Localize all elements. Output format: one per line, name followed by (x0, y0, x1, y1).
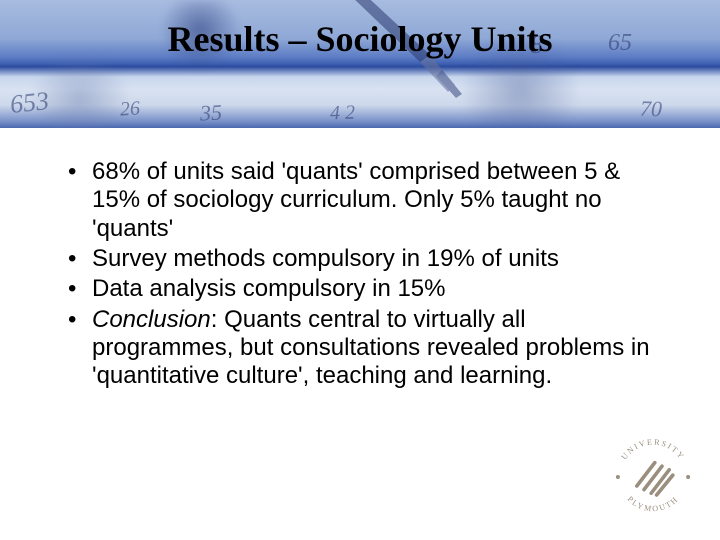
bullet-item: Conclusion: Quants central to virtually … (62, 306, 662, 391)
bullet-text: Survey methods compulsory in 19% of unit… (92, 245, 559, 272)
bullet-text: 68% of units said 'quants' comprised bet… (92, 158, 620, 242)
bullet-item: Data analysis compulsory in 15% (62, 275, 662, 303)
university-logo: UNIVERSITY PLYMOUTH (608, 432, 698, 522)
content-area: 68% of units said 'quants' comprised bet… (62, 158, 662, 393)
bullet-prefix: Conclusion (92, 306, 211, 333)
bullet-list: 68% of units said 'quants' comprised bet… (62, 158, 662, 391)
svg-text:UNIVERSITY: UNIVERSITY (620, 437, 687, 461)
bullet-item: 68% of units said 'quants' comprised bet… (62, 158, 662, 243)
slide-title: Results – Sociology Units (0, 18, 720, 60)
bullet-item: Survey methods compulsory in 19% of unit… (62, 245, 662, 273)
bullet-text: Data analysis compulsory in 15% (92, 275, 446, 302)
svg-text:PLYMOUTH: PLYMOUTH (626, 494, 681, 513)
